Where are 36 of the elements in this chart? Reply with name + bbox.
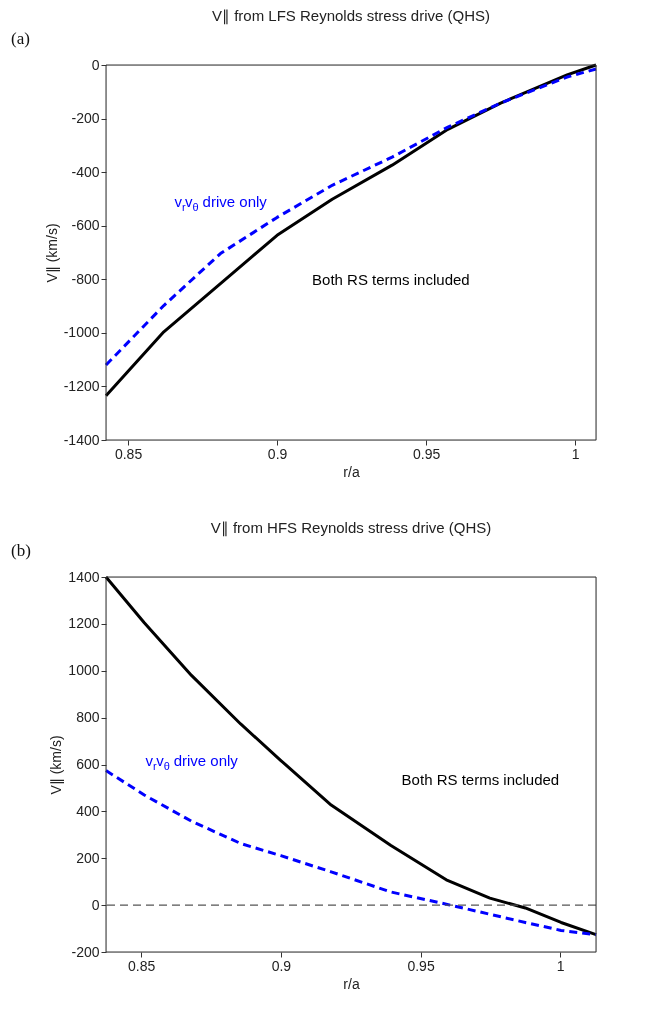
chart-title: V∥ from LFS Reynolds stress drive (QHS) <box>211 7 491 25</box>
text: (a) <box>11 29 30 48</box>
y-tick-label: 600 <box>76 756 100 772</box>
y-tick-label: -1200 <box>63 377 100 394</box>
y-tick-label: -200 <box>71 943 100 960</box>
y-tick-label: -600 <box>71 217 100 234</box>
y-tick-label: 200 <box>76 849 100 866</box>
x-tick-label: 0.85 <box>114 445 143 462</box>
chart-title: V∥ from HFS Reynolds stress drive (QHS) <box>210 519 492 537</box>
y-tick-label: -1400 <box>63 431 100 448</box>
y-tick-label: -200 <box>71 110 100 127</box>
y-tick-label: 800 <box>76 709 100 726</box>
text: Both RS terms included <box>312 271 470 289</box>
y-tick-label: -800 <box>71 270 100 287</box>
x-tick-label: 0.9 <box>267 445 288 462</box>
text: (b) <box>11 541 31 560</box>
y-tick-label: -400 <box>71 163 100 180</box>
y-tick-label: 400 <box>76 802 100 819</box>
y-tick-label: 0 <box>91 896 100 913</box>
x-tick-label: 0.85 <box>128 957 156 974</box>
x-tick-label: 0.95 <box>407 957 435 974</box>
y-axis-title: V∥ (km/s) <box>43 223 60 283</box>
x-tick-label: 1 <box>571 445 580 462</box>
y-tick-label: 1000 <box>68 662 100 679</box>
x-tick-label: 1 <box>556 957 565 974</box>
line-series <box>104 575 598 937</box>
x-axis-title: r/a <box>343 463 360 480</box>
y-tick-label: 1200 <box>68 615 100 632</box>
x-tick-label: 0.9 <box>271 957 292 974</box>
y-axis-title: V∥ (km/s) <box>48 735 65 795</box>
x-tick-label: 0.95 <box>412 445 441 462</box>
x-axis-title: r/a <box>343 975 360 992</box>
text: Both RS terms included <box>401 771 560 789</box>
y-tick-label: 0 <box>91 56 100 73</box>
y-tick-label: -1000 <box>63 324 100 341</box>
y-tick-label: 1400 <box>68 568 100 585</box>
